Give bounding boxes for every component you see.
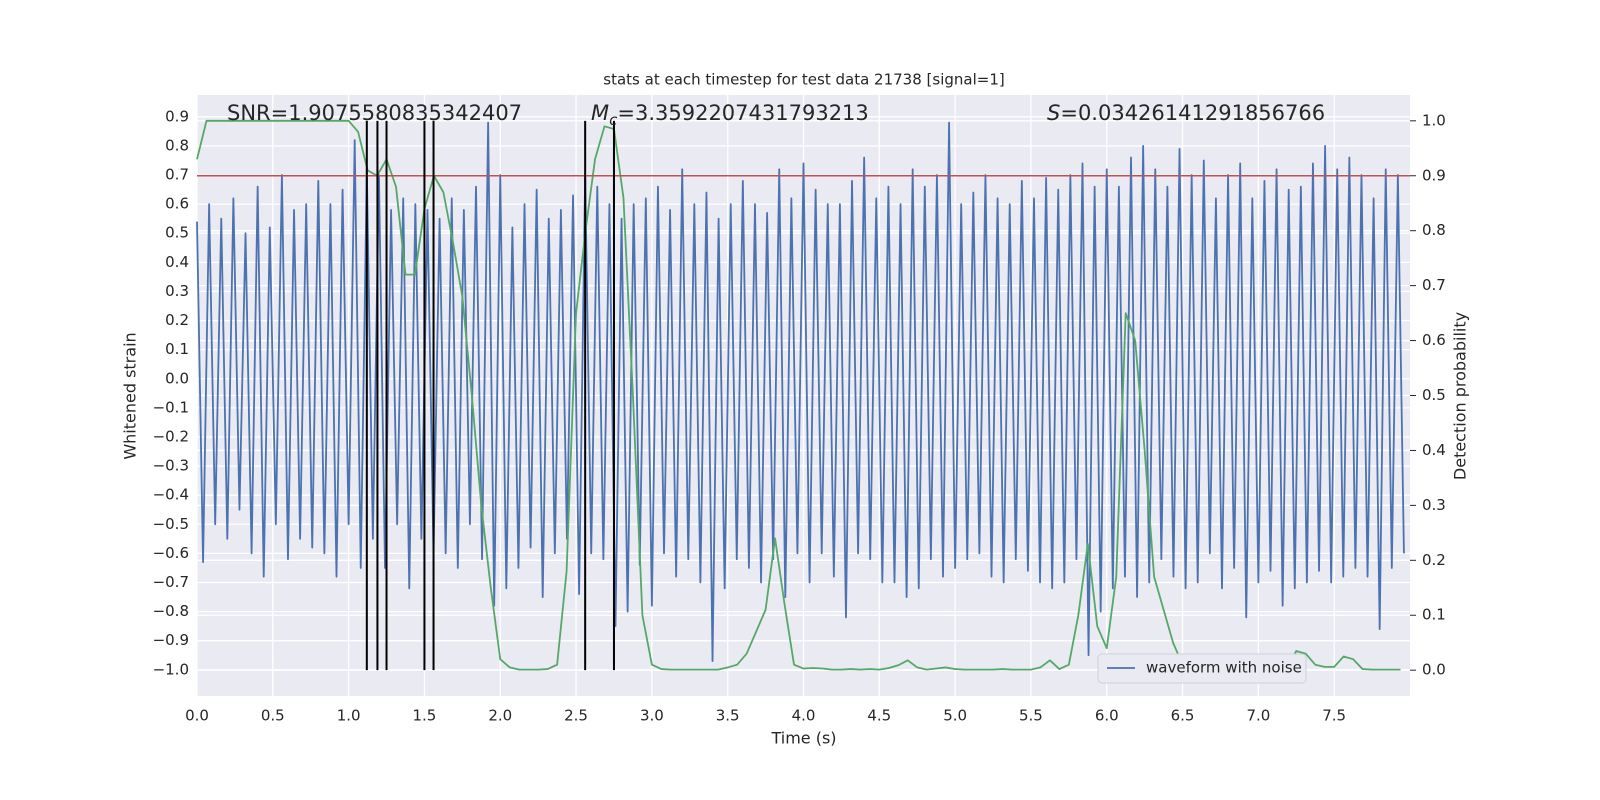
y-tick-label: 0.3 [165,282,189,300]
y-tick-label: −0.8 [153,602,189,620]
annotation-text: S [1047,101,1060,125]
y-tick-label: −0.9 [153,631,189,649]
y-tick-label: 0.0 [165,369,189,387]
annotation: S=0.03426141291856766 [1047,101,1325,125]
y-tick-label: −0.1 [153,398,189,416]
y2-tick-label: 0.7 [1422,276,1446,294]
x-tick-label: 6.5 [1171,707,1195,725]
x-tick-label: 7.5 [1322,707,1346,725]
y-tick-label: −1.0 [153,660,189,678]
annotation-suffix: =0.03426141291856766 [1060,101,1325,125]
annotation: SNR=1.9075580835342407 [227,101,522,125]
y2-tick-label: 0.3 [1422,496,1446,514]
y-tick-label: 0.8 [165,136,189,154]
y2-tick-label: 0.8 [1422,221,1446,239]
y2-tick-label: 0.2 [1422,551,1446,569]
y2-tick-label: 0.6 [1422,331,1446,349]
y-tick-label: 0.9 [165,107,189,125]
annotation-suffix: =3.3592207431793213 [617,101,868,125]
y2-tick-label: 0.4 [1422,441,1446,459]
x-tick-label: 7.0 [1246,707,1270,725]
x-tick-label: 5.0 [943,707,967,725]
y-tick-label: 0.2 [165,311,189,329]
x-tick-label: 5.5 [1019,707,1043,725]
y2-tick-label: 1.0 [1422,111,1446,129]
y-tick-label: 0.4 [165,253,189,271]
x-tick-label: 0.5 [261,707,285,725]
annotation-text: SNR=1.9075580835342407 [227,101,522,125]
y-tick-label: −0.3 [153,457,189,475]
x-tick-label: 6.0 [1095,707,1119,725]
x-tick-label: 2.0 [488,707,512,725]
y-tick-label: −0.2 [153,427,189,445]
x-tick-label: 3.0 [640,707,664,725]
x-tick-label: 4.0 [792,707,816,725]
series-line [196,121,1405,662]
y2-tick-label: 0.1 [1422,606,1446,624]
y-tick-label: −0.6 [153,544,189,562]
y-tick-label: 0.1 [165,340,189,358]
x-tick-label: 3.5 [716,707,740,725]
x-tick-label: 1.5 [413,707,437,725]
y2-tick-label: 0.9 [1422,166,1446,184]
x-tick-label: 4.5 [867,707,891,725]
y2-tick-label: 0.5 [1422,386,1446,404]
y-axis-label: Whitened strain [121,332,140,459]
y-tick-label: −0.4 [153,486,189,504]
annotation-subscript: c [609,111,618,129]
y-tick-label: 0.6 [165,195,189,213]
x-tick-label: 1.0 [337,707,361,725]
legend: waveform with noise [1097,653,1307,684]
annotation: Mc=3.3592207431793213 [591,101,869,129]
x-tick-label: 2.5 [564,707,588,725]
y-tick-label: −0.5 [153,515,189,533]
legend-label: waveform with noise [1146,659,1302,677]
x-tick-label: 0.0 [185,707,209,725]
y2-tick-label: 0.0 [1422,661,1446,679]
y-tick-label: 0.7 [165,166,189,184]
x-axis-label: Time (s) [770,729,836,748]
y2-axis-label: Detection probability [1451,312,1470,480]
y-tick-label: 0.5 [165,224,189,242]
chart-title: stats at each timestep for test data 217… [603,71,1004,89]
legend-box [1097,653,1307,684]
y-tick-label: −0.7 [153,573,189,591]
annotation-text: M [591,101,609,125]
